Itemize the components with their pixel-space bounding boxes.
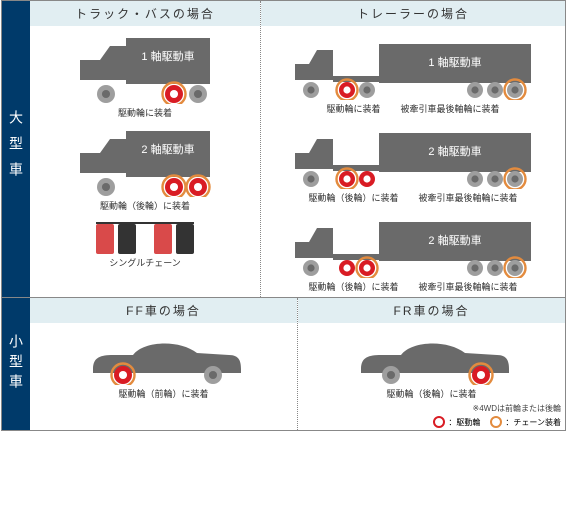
caption: 駆動輪に装着 [118,106,172,119]
col-ff: FF車の場合 駆動輪（前輪）に装着 [30,298,297,430]
diagram-body: 大型車 トラック・バスの場合 1 軸駆動車 駆動輪に装着 2 軸駆動車 駆動輪（… [2,1,565,430]
chain-tire [176,224,194,254]
panel-ff: 駆動輪（前輪）に装着 [30,323,297,430]
caption: シングルチェーン [109,256,181,269]
svg-text:2 軸駆動車: 2 軸駆動車 [428,233,481,247]
svg-text:1 軸駆動車: 1 軸駆動車 [141,49,194,63]
caption: 駆動輪（前輪）に装着 [118,387,208,400]
caption-row: 駆動輪（後輪）に装着 被牽引車最後軸輪に装着 [265,189,561,204]
legend-drive-label: ：駆動輪 [448,417,480,428]
large-columns: トラック・バスの場合 1 軸駆動車 駆動輪に装着 2 軸駆動車 駆動輪（後輪）に… [30,1,565,297]
svg-text:2 軸駆動車: 2 軸駆動車 [428,144,481,158]
caption-row: 駆動輪に装着 被牽引車最後軸輪に装着 [265,100,561,115]
caption: 被牽引車最後軸輪に装着 [419,191,518,204]
diagram-frame: 大型車 トラック・バスの場合 1 軸駆動車 駆動輪に装着 2 軸駆動車 駆動輪（… [1,0,566,431]
header-trailer: トレーラーの場合 [261,1,565,26]
col-truck: トラック・バスの場合 1 軸駆動車 駆動輪に装着 2 軸駆動車 駆動輪（後輪）に… [30,1,260,297]
car-vehicle: 駆動輪（前輪）に装着 [34,329,293,400]
col-trailer: トレーラーの場合 1 軸駆動車 駆動輪に装着被牽引車最後軸輪に装着 2 軸駆動車… [260,1,565,297]
caption: 被牽引車最後軸輪に装着 [401,102,500,115]
svg-text:1 軸駆動車: 1 軸駆動車 [428,55,481,69]
legend-chain-label: ：チェーン装着 [505,417,561,428]
single-chain-graphic: シングルチェーン [34,218,256,269]
panel-truck: 1 軸駆動車 駆動輪に装着 2 軸駆動車 駆動輪（後輪）に装着シングルチェーン [30,26,260,297]
legend-note: ※4WDは前輪または後輪 [473,403,561,414]
chain-tires-row [96,218,194,254]
panel-trailer: 1 軸駆動車 駆動輪に装着被牽引車最後軸輪に装着 2 軸駆動車 駆動輪（後輪）に… [261,26,565,297]
chain-tire [118,224,136,254]
caption: 駆動輪（後輪）に装着 [308,280,398,293]
caption: 駆動輪に装着 [326,102,380,115]
legend: ※4WDは前輪または後輪 ：駆動輪 ：チェーン装着 [433,403,561,428]
truck-vehicle: 2 軸駆動車 駆動輪（後輪）に装着 [34,125,256,212]
caption: 被牽引車最後軸輪に装着 [419,280,518,293]
chain-tire [154,224,172,254]
caption: 駆動輪（後輪）に装着 [100,199,190,212]
side-label-small: 小型車 [2,298,30,430]
trailer-vehicle: 2 軸駆動車 駆動輪（後輪）に装着 被牽引車最後軸輪に装着 [265,210,561,293]
chain-tire [96,224,114,254]
trailer-vehicle: 2 軸駆動車 駆動輪（後輪）に装着 被牽引車最後軸輪に装着 [265,121,561,204]
row-large-vehicle: 大型車 トラック・バスの場合 1 軸駆動車 駆動輪に装着 2 軸駆動車 駆動輪（… [2,1,565,298]
header-fr: FR車の場合 [298,298,565,323]
caption: 駆動輪（後輪）に装着 [308,191,398,204]
caption-row: 駆動輪（後輪）に装着 被牽引車最後軸輪に装着 [265,278,561,293]
side-label-large: 大型車 [2,1,30,297]
row-small-vehicle: 小型車 FF車の場合 駆動輪（前輪）に装着 FR車の場合 駆動輪（後輪）に装着 … [2,298,565,430]
caption: 駆動輪（後輪）に装着 [386,387,476,400]
car-vehicle: 駆動輪（後輪）に装着 [302,329,561,400]
legend-chain-wheel: ：チェーン装着 [490,416,561,428]
legend-items: ：駆動輪 ：チェーン装着 [433,416,561,428]
legend-drive-wheel: ：駆動輪 [433,416,480,428]
svg-text:2 軸駆動車: 2 軸駆動車 [141,142,194,156]
truck-vehicle: 1 軸駆動車 駆動輪に装着 [34,32,256,119]
header-ff: FF車の場合 [30,298,297,323]
trailer-vehicle: 1 軸駆動車 駆動輪に装着 被牽引車最後軸輪に装着 [265,32,561,115]
header-truck: トラック・バスの場合 [30,1,260,26]
